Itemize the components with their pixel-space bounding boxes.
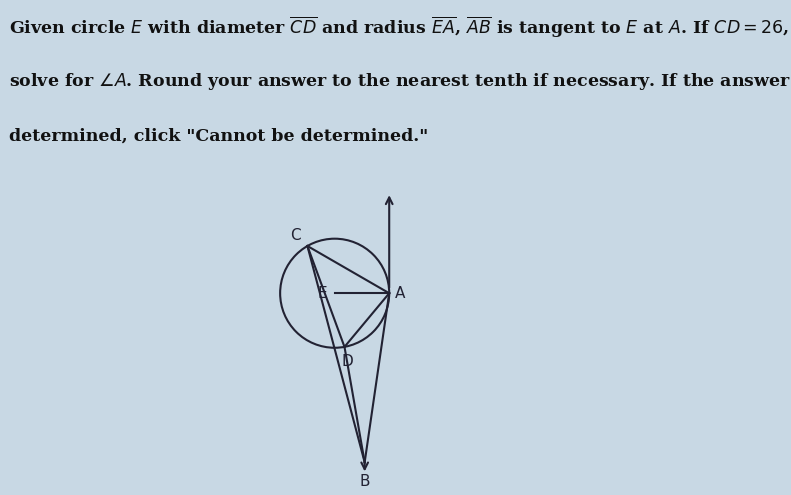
Text: C: C xyxy=(290,228,301,243)
Text: Given circle $\mathit{E}$ with diameter $\overline{CD}$ and radius $\overline{EA: Given circle $\mathit{E}$ with diameter … xyxy=(9,15,789,41)
Text: solve for $\angle A$. Round your answer to the nearest tenth if necessary. If th: solve for $\angle A$. Round your answer … xyxy=(9,71,791,93)
Text: E: E xyxy=(318,286,327,301)
Text: determined, click "Cannot be determined.": determined, click "Cannot be determined.… xyxy=(9,128,429,145)
Text: B: B xyxy=(359,474,370,489)
Text: D: D xyxy=(342,354,353,369)
Text: A: A xyxy=(395,286,405,301)
